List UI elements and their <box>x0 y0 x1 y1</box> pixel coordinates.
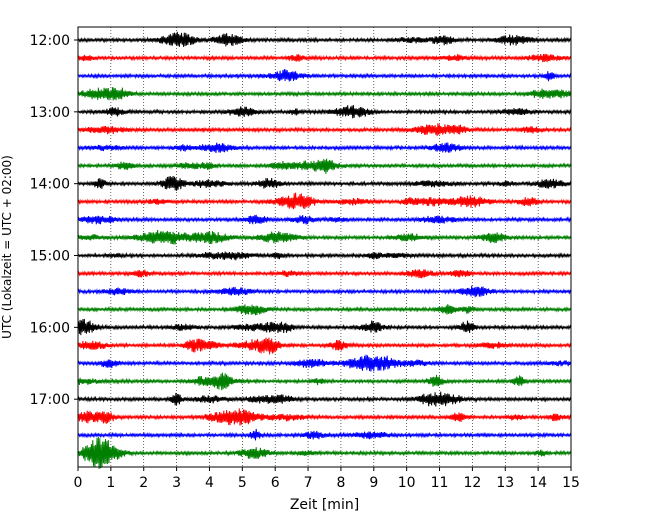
x-tick-label: 10 <box>398 475 416 491</box>
y-tick-label: 16:00 <box>30 320 70 336</box>
y-tick-label: 17:00 <box>30 392 70 408</box>
seismogram-trace <box>77 31 572 47</box>
seismogram-trace <box>77 87 572 101</box>
x-tick-label: 15 <box>562 475 580 491</box>
y-tick-label: 15:00 <box>30 249 70 265</box>
seismogram-trace <box>77 428 572 441</box>
x-tick-label: 5 <box>238 475 247 491</box>
seismogram-trace <box>77 391 572 407</box>
plot-frame <box>77 26 572 468</box>
x-tick-label: 7 <box>304 475 313 491</box>
x-tick-label: 14 <box>529 475 547 491</box>
seismogram-trace <box>77 158 572 174</box>
seismogram-trace <box>77 304 572 316</box>
x-tick-label: 12 <box>463 475 481 491</box>
y-axis-ticks: 12:00 13:00 14:00 15:00 16:00 17:00 <box>30 33 78 408</box>
seismogram-trace <box>77 269 572 279</box>
seismogram-trace <box>77 105 572 119</box>
seismogram-trace <box>77 142 572 154</box>
seismogram-trace <box>77 372 572 391</box>
seismogram-trace <box>77 285 572 298</box>
seismogram-trace <box>77 214 572 225</box>
seismogram-trace <box>77 436 572 470</box>
x-tick-label: 0 <box>74 475 83 491</box>
x-tick-label: 11 <box>431 475 449 491</box>
y-tick-label: 13:00 <box>30 105 70 121</box>
x-tick-label: 9 <box>369 475 378 491</box>
x-tick-label: 8 <box>336 475 345 491</box>
seismogram-trace <box>77 68 572 82</box>
y-axis-label: UTC (Lokalzeit = UTC + 02:00) <box>0 155 14 339</box>
x-tick-label: 2 <box>139 475 148 491</box>
seismogram-trace <box>77 408 572 426</box>
seismogram-trace <box>77 251 572 261</box>
x-tick-label: 4 <box>205 475 214 491</box>
seismogram-trace <box>77 192 572 210</box>
seismogram-trace <box>77 53 572 63</box>
x-tick-label: 1 <box>106 475 115 491</box>
grid-lines <box>110 27 539 467</box>
seismogram-trace <box>77 354 572 372</box>
seismogram-trace <box>77 337 572 355</box>
x-axis-ticks: 0 1 2 3 4 5 6 7 8 9 10 11 12 13 14 15 <box>74 467 580 491</box>
seismogram-trace <box>77 175 572 191</box>
y-tick-label: 12:00 <box>30 33 70 49</box>
seismogram-trace <box>77 229 572 245</box>
seismogram-traces <box>77 31 572 470</box>
x-tick-label: 3 <box>172 475 181 491</box>
y-tick-label: 14:00 <box>30 177 70 193</box>
seismogram-trace <box>77 318 572 336</box>
x-axis-label: Zeit [min] <box>290 497 359 513</box>
x-tick-label: 6 <box>271 475 280 491</box>
seismogram-trace <box>77 123 572 137</box>
x-tick-label: 13 <box>496 475 514 491</box>
